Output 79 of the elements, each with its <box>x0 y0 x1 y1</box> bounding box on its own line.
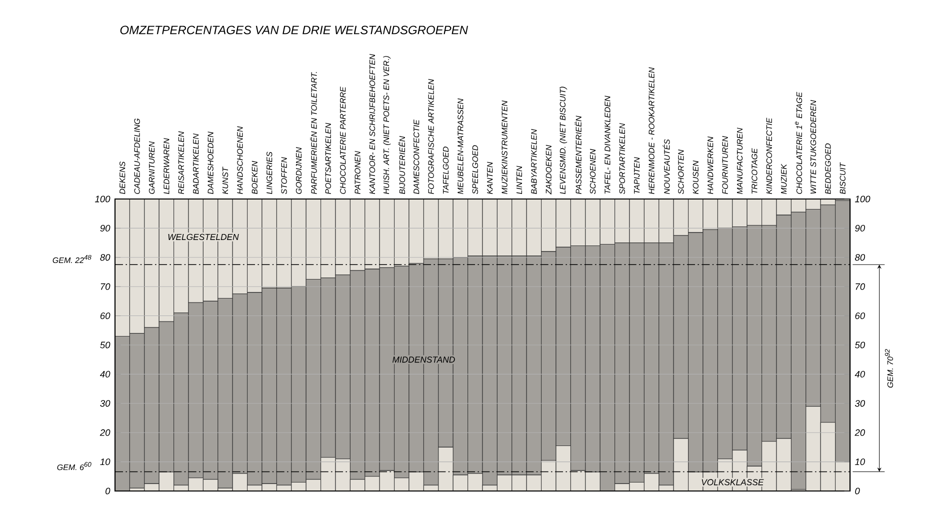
x-tick-label: PARFUMERIEËN EN TOILETART. <box>310 72 317 194</box>
y2-tick-label: 100 <box>854 196 870 202</box>
x-tick-label: SCHORTEN <box>678 150 684 194</box>
y-tick-label: 70 <box>100 283 110 290</box>
x-tick-label: SPEELGOED <box>472 145 478 194</box>
x-tick-label: SPORTARTIKELEN <box>619 123 625 194</box>
series-label: MIDDENSTAND <box>392 356 455 363</box>
x-tick-label: HERENMODE - ROOKARTIKELEN <box>648 67 654 194</box>
x-tick-label: TAPIJTEN <box>634 157 640 194</box>
x-tick-label: SCHOENEN <box>590 148 596 194</box>
x-tick-label: DAMESHOEDEN <box>208 132 214 194</box>
text: GEM. 70$^{92}$ <box>884 349 894 388</box>
y-tick-label: 30 <box>100 400 110 407</box>
x-tick-label: REISARTIKELEN <box>178 131 184 194</box>
y2-tick-label: 30 <box>854 400 866 407</box>
x-tick-label: CADEAU-AFDELING <box>134 118 140 194</box>
x-tick-label: GORDIJNEN <box>296 147 302 194</box>
x-tick-label: KANTEN <box>487 162 493 194</box>
x-tick-label: TAFELGOED <box>442 146 449 194</box>
y-tick-label: 80 <box>100 254 110 261</box>
x-tick-label: HUISH. ART. (NIET POETS- EN VER.) <box>383 56 391 194</box>
x-tick-label: WITTE STUKGOEDEREN <box>810 100 816 194</box>
x-tick-label: BADARTIKELEN <box>193 134 199 194</box>
x-tick-label: DAMESCONFECTIE <box>414 120 420 194</box>
x-tick-label: PASSEMENTERIEËN <box>574 116 582 194</box>
y-tick-label: 10 <box>100 458 110 466</box>
x-tick-label: MUZIEK <box>781 164 787 194</box>
y2-tick-label: 40 <box>854 370 866 378</box>
x-tick-label: CHOCOLATERIE PARTERRE <box>340 86 346 194</box>
x-tick-label: TRICOTAGE <box>752 148 758 194</box>
y2-tick-label: 0 <box>855 488 860 494</box>
x-tick-label: MEUBELEN-MATRASSEN <box>458 98 464 194</box>
y-tick-label: 40 <box>100 370 110 378</box>
x-tick-label: DEKENS <box>120 161 126 194</box>
y-tick-label: 0 <box>106 488 110 494</box>
x-tick-label: BOEKEN <box>252 160 258 194</box>
x-tick-label: BIJOUTERIEËN <box>398 136 406 194</box>
x-tick-label: POETSARTIKELEN <box>325 122 331 194</box>
y2-tick-label: 10 <box>854 458 866 466</box>
x-tick-label: BEDDEGOED <box>825 143 831 194</box>
ref-line-label: GEM. 6$^{60}$ <box>57 462 92 470</box>
y2-tick-label: 70 <box>856 283 866 290</box>
x-tick-label: STOFFEN <box>281 157 287 194</box>
x-tick-label: KOUSEN <box>692 160 698 194</box>
y-tick-label: 90 <box>100 224 110 232</box>
y2-tick-label: 20 <box>854 429 866 436</box>
series-label: VOLKSKLASSE <box>702 479 764 486</box>
x-tick-label: HANDWERKEN <box>708 136 714 194</box>
x-tick-label: ZAKDOEKEN <box>546 144 552 194</box>
x-tick-label: CHOCOLATERIE 1$^{e}$ ETAGE <box>795 92 802 194</box>
x-tick-label: FOTOGRAFISCHE ARTIKELEN <box>428 78 434 194</box>
y2-tick-label: 80 <box>854 254 866 261</box>
x-tick-label: MANUFACTUREN <box>736 128 743 194</box>
y-tick-label: 60 <box>100 312 110 320</box>
x-tick-label: LEVENSMID. (NIET BISCUIT) <box>560 86 568 194</box>
x-tick-label: KINDERCONFECTIE <box>766 118 772 194</box>
x-tick-label: NOUVEAUTÉS <box>662 139 670 194</box>
x-tick-label: MUZIEKINSTRUMENTEN <box>502 100 508 194</box>
x-tick-label: PATRONEN <box>354 151 360 194</box>
y-tick-label: 100 <box>94 196 110 202</box>
chart-title: OMZETPERCENTAGES VAN DE DRIE WELSTANDSGROEPEN <box>120 26 468 34</box>
x-tick-label: FOURNITUREN <box>722 136 728 194</box>
x-tick-label: LINTEN <box>516 166 522 194</box>
series-label: WELGESTELDEN <box>168 234 239 240</box>
x-tick-label: BISCUIT <box>840 162 846 194</box>
y2-tick-label: 50 <box>854 342 866 348</box>
ref-line-label: GEM. 22$^{48}$ <box>52 254 92 264</box>
y-tick-label: 20 <box>100 429 110 436</box>
x-tick-label: KANTOOR- EN SCHRIJFBEHOEFTEN <box>369 54 376 194</box>
x-tick-label: LEDERWAREN <box>164 138 170 194</box>
x-tick-label: GARNITUREN <box>148 141 155 194</box>
x-tick-label: LINGERIES <box>266 152 272 194</box>
x-tick-label: KUNST <box>222 166 228 194</box>
x-tick-label: HANDSCHOENEN <box>237 126 243 194</box>
x-tick-label: BABYARTIKELEN <box>531 129 537 194</box>
y2-tick-label: 90 <box>855 224 866 232</box>
x-tick-label: TAFEL- EN DIVANKLEDEN <box>604 96 610 194</box>
y2-tick-label: 60 <box>855 312 866 320</box>
y-tick-label: 50 <box>100 342 110 348</box>
